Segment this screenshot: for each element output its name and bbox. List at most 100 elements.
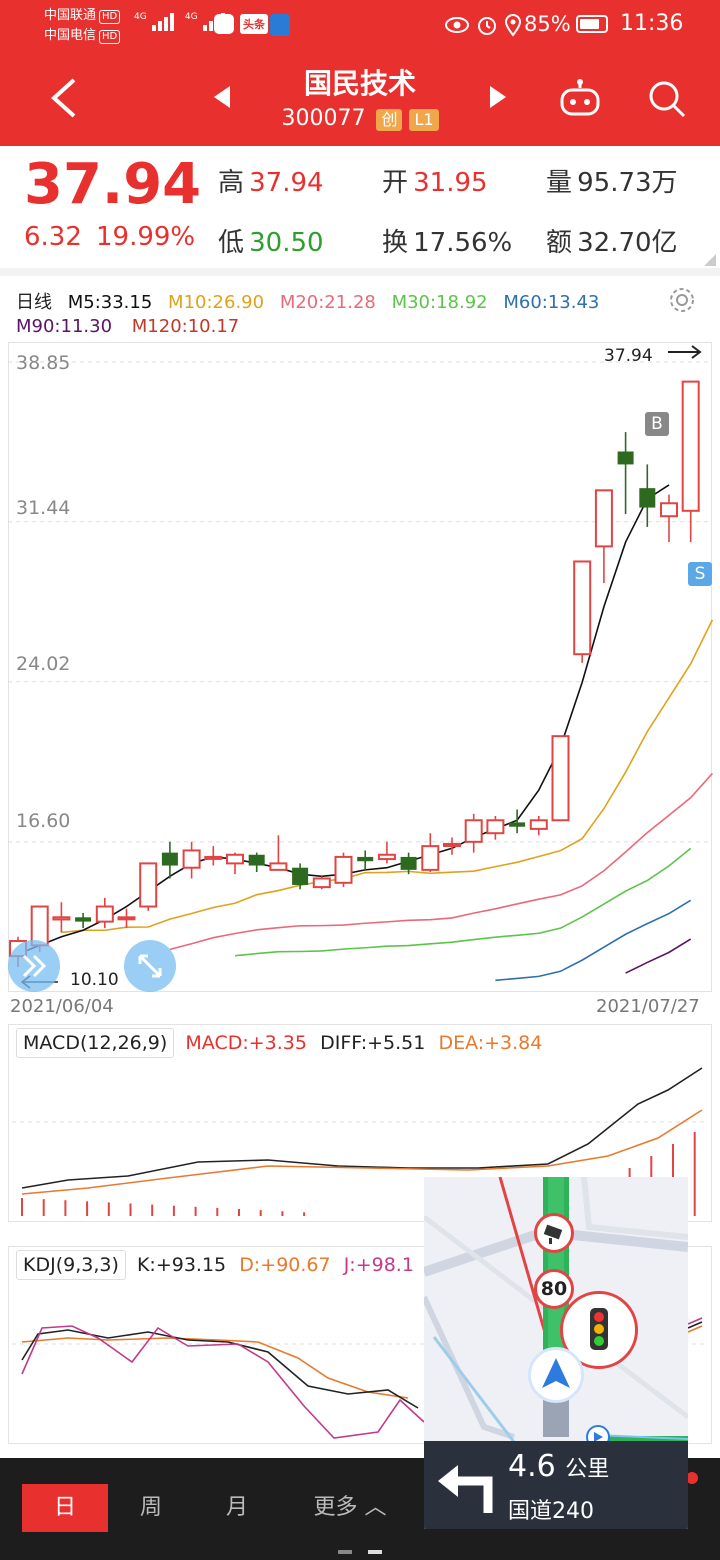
open-value: 31.95 xyxy=(413,168,488,198)
alarm-icon xyxy=(478,17,496,35)
candle-body-up xyxy=(551,735,570,822)
page-indicator-active xyxy=(368,1550,382,1554)
macd-selector[interactable]: MACD(12,26,9) xyxy=(16,1028,175,1058)
sell-signal-tag[interactable]: S xyxy=(688,562,712,586)
ma60-line xyxy=(495,899,692,982)
navigation-floating-window[interactable]: 80 4.6 公里 国道240 xyxy=(424,1177,688,1529)
ma20-value: M20:21.28 xyxy=(279,292,376,313)
turnover-label: 换 xyxy=(382,228,409,258)
candle-body-down xyxy=(357,856,374,862)
tab-more[interactable]: 更多 ︿ xyxy=(290,1484,410,1532)
kdj-selector[interactable]: KDJ(9,3,3) xyxy=(16,1250,126,1280)
buy-signal-tag[interactable]: B xyxy=(645,412,669,436)
k-line xyxy=(21,1329,419,1409)
d-line xyxy=(21,1337,409,1399)
turn-left-icon xyxy=(438,1465,493,1513)
stock-code: 300077 xyxy=(281,106,366,131)
high-value: 37.94 xyxy=(249,168,324,198)
high-marker: 37.94 xyxy=(604,346,653,366)
hd-badge: HD xyxy=(99,30,121,44)
signal-icons: 4G 4G xyxy=(134,12,227,34)
ma20-line xyxy=(169,772,713,951)
eye-icon xyxy=(445,17,469,33)
back-icon[interactable] xyxy=(48,76,78,120)
double-chevron-icon xyxy=(22,954,47,978)
prev-stock-icon[interactable] xyxy=(212,84,232,110)
board-tag: 创 xyxy=(376,109,403,131)
turnover-field: 换 17.56% xyxy=(382,222,512,259)
expand-corner-icon[interactable] xyxy=(702,254,716,266)
j-line-end xyxy=(687,1317,703,1325)
current-position-marker xyxy=(528,1347,584,1403)
diff-value: DIFF:+5.51 xyxy=(320,1032,426,1054)
kline-chart[interactable] xyxy=(0,342,720,992)
stock-code-row: 300077 创 L1 xyxy=(240,106,480,131)
candle-body-down xyxy=(617,451,634,465)
candle-body-up xyxy=(529,819,548,830)
amount-label: 额 xyxy=(546,228,573,258)
high-label: 高 xyxy=(218,168,245,198)
collapse-float-button[interactable] xyxy=(8,940,60,992)
price-change: 6.32 xyxy=(24,222,82,252)
distance-value: 4.6 xyxy=(508,1449,556,1484)
robot-assistant-icon[interactable] xyxy=(558,78,602,118)
candle-body-up xyxy=(594,489,613,548)
page-indicator xyxy=(338,1550,352,1554)
candle-body-up xyxy=(226,853,244,865)
macd-panel xyxy=(8,1024,712,1222)
kdj-chart xyxy=(12,1317,708,1439)
amount-value: 32.70亿 xyxy=(577,228,678,258)
distance-row: 4.6 公里 xyxy=(508,1449,609,1484)
ma10-line xyxy=(61,619,714,934)
y-label-top: 38.85 xyxy=(16,352,71,374)
stock-name: 国民技术 xyxy=(303,67,416,100)
candle-body-up xyxy=(117,916,136,921)
low-label: 低 xyxy=(218,228,245,258)
turn-instruction-panel: 4.6 公里 国道240 xyxy=(424,1441,688,1529)
clock: 11:36 xyxy=(620,11,684,36)
macd-legend: MACD(12,26,9) MACD:+3.35 DIFF:+5.51 DEA:… xyxy=(16,1028,542,1058)
j-line xyxy=(21,1325,425,1439)
macd-value: MACD:+3.35 xyxy=(185,1032,307,1054)
candle-body-up xyxy=(464,819,483,843)
ma120-value: M120:10.17 xyxy=(131,316,240,337)
candle-body-up xyxy=(681,380,700,512)
expand-arrows-icon xyxy=(138,954,162,978)
macd-chart xyxy=(12,1067,708,1216)
camera-icon xyxy=(543,1224,563,1244)
chevron-up-icon: ︿ xyxy=(364,1495,387,1520)
battery-percent: 85% xyxy=(524,12,571,36)
candle-body-up xyxy=(269,862,288,871)
carrier-1: 中国联通 xyxy=(44,8,97,23)
amount-field: 额 32.70亿 xyxy=(546,222,678,259)
tab-week[interactable]: 周 xyxy=(139,1495,162,1520)
fullscreen-float-button[interactable] xyxy=(124,940,176,992)
ma90-value: M90:11.30 xyxy=(16,316,113,337)
turnover-value: 17.56% xyxy=(413,228,513,258)
quote-panel: 37.94 6.32 19.99% 高 37.94 低 30.50 开 31.9… xyxy=(0,146,720,268)
ma60-value: M60:13.43 xyxy=(503,292,600,313)
price-change-pct: 19.99% xyxy=(96,222,196,252)
candle-body-down xyxy=(248,854,265,866)
low-field: 低 30.50 xyxy=(218,222,324,259)
search-icon[interactable] xyxy=(646,78,688,120)
tab-day[interactable]: 日 xyxy=(22,1484,108,1532)
next-stock-icon[interactable] xyxy=(488,84,508,110)
hd-badge: HD xyxy=(99,10,121,24)
candle-body-up xyxy=(377,853,396,861)
low-marker: 10.10 xyxy=(70,970,119,990)
end-date: 2021/07/27 xyxy=(596,996,700,1017)
ma-row-2: M90:11.30 M120:10.17 xyxy=(16,316,239,337)
ma10-value: M10:26.90 xyxy=(168,292,265,313)
settings-gear-icon[interactable] xyxy=(668,286,696,314)
candle-body-up xyxy=(660,502,678,518)
diff-line xyxy=(21,1067,703,1189)
candle-body-down xyxy=(75,917,92,922)
low-value: 30.50 xyxy=(249,228,324,258)
candle-body-down xyxy=(639,488,656,508)
k-value: K:+93.15 xyxy=(136,1254,227,1276)
status-carriers: 中国联通 HD 中国电信 HD xyxy=(44,6,121,46)
tab-month[interactable]: 月 xyxy=(225,1495,248,1520)
toutiao-icon: 头条 xyxy=(240,14,268,34)
ma30-line xyxy=(234,847,692,957)
